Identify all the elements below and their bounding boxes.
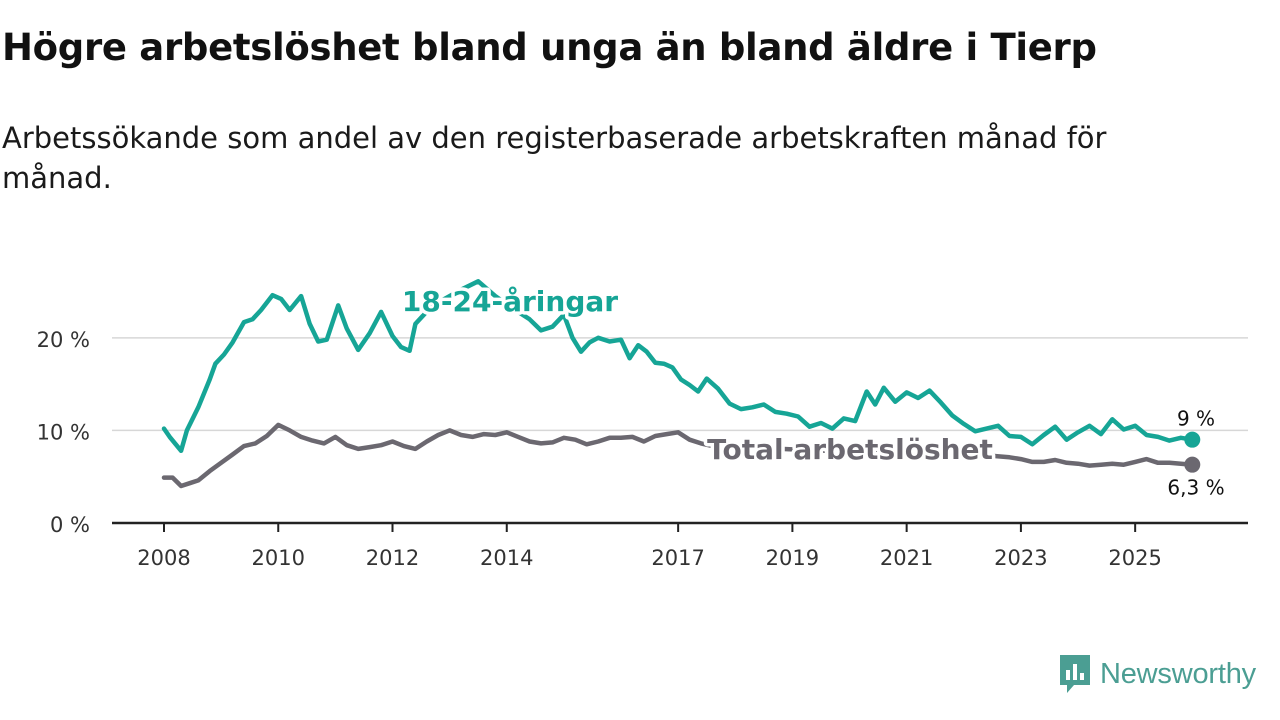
page-title: Högre arbetslöshet bland unga än bland ä… — [2, 26, 1097, 69]
page-subtitle: Arbetssökande som andel av den registerb… — [2, 121, 1107, 195]
x-tick-label: 2017 — [651, 546, 704, 570]
end-value-label-youth: 9 % — [1177, 407, 1215, 431]
x-tick-label: 2019 — [766, 546, 819, 570]
y-tick-label: 10 % — [37, 420, 90, 444]
newsworthy-logo: Newsworthy — [1058, 652, 1256, 696]
x-tick-label: 2014 — [480, 546, 533, 570]
x-tick-label: 2025 — [1108, 546, 1161, 570]
end-value-label-total: 6,3 % — [1167, 476, 1224, 500]
x-tick-label: 2012 — [366, 546, 419, 570]
series-labels: 18-24-åringar Total arbetslöshet 9 % 6,3 % — [398, 282, 1224, 500]
x-tick-label: 2021 — [880, 546, 933, 570]
series-label-total: Total arbetslöshet — [707, 433, 993, 466]
x-tick-label: 2023 — [994, 546, 1047, 570]
series-lines — [161, 279, 1201, 489]
series-line — [161, 422, 1195, 489]
line-chart: 0 % 10 % 20 % 2008 2010 2012 2014 2017 2019 2021 2… — [37, 279, 1248, 570]
axes: 0 % 10 % 20 % 2008 2010 2012 2014 2017 2019 2021 2… — [37, 328, 1248, 570]
series-end-marker — [1184, 431, 1201, 448]
series-line — [161, 279, 1195, 454]
y-tick-label: 0 % — [50, 513, 90, 537]
series-end-marker — [1184, 456, 1201, 473]
brand-name: Newsworthy — [1100, 657, 1256, 690]
grid-lines — [112, 337, 1248, 432]
x-tick-label: 2010 — [252, 546, 305, 570]
x-tick-label: 2008 — [137, 546, 190, 570]
series-label-youth: 18-24-åringar — [402, 285, 618, 318]
y-tick-label: 20 % — [37, 328, 90, 352]
newsworthy-logo-icon — [1060, 655, 1090, 693]
